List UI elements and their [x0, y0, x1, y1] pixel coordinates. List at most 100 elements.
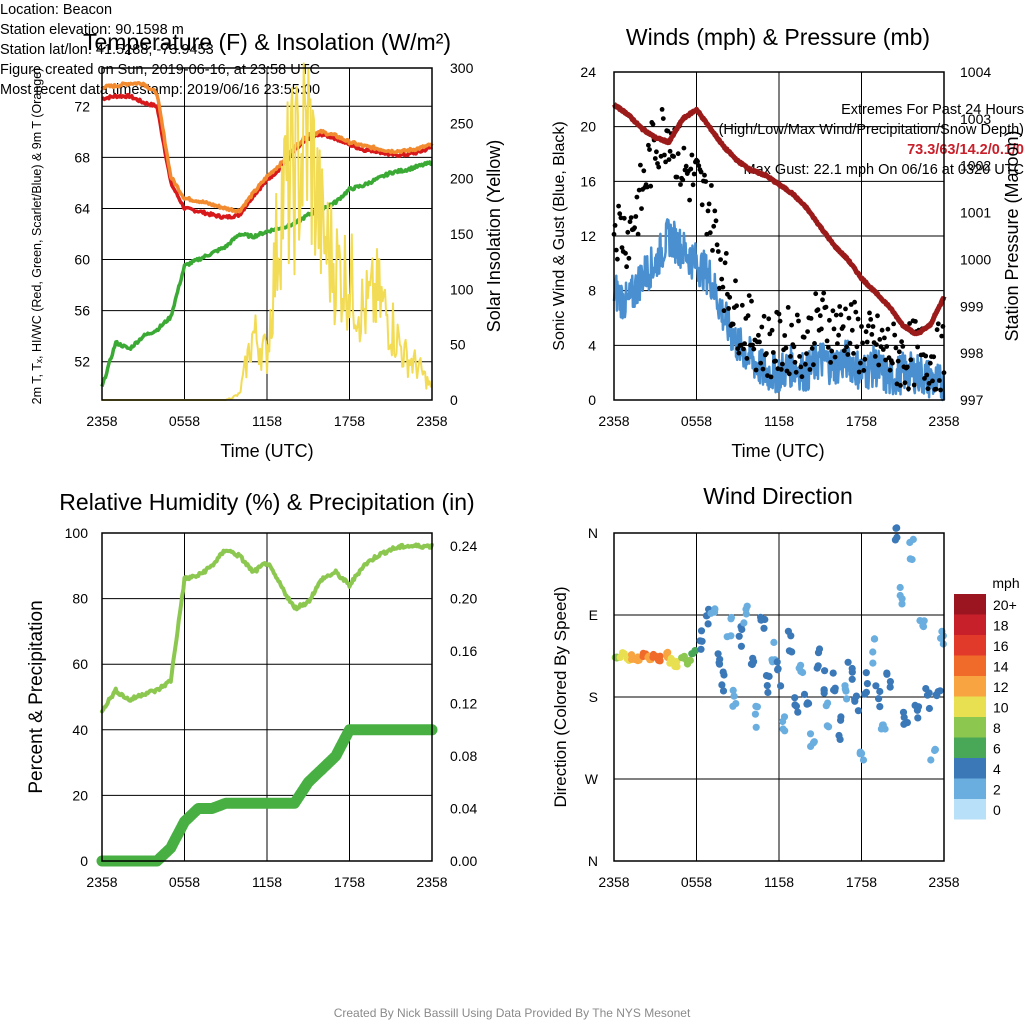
gust-point [859, 324, 864, 329]
direction-point [908, 555, 916, 564]
direction-point [774, 665, 782, 673]
gust-point [793, 369, 799, 375]
direction-point [842, 687, 850, 695]
direction-point [714, 650, 722, 658]
direction-point [903, 719, 912, 727]
gust-point [819, 326, 824, 332]
gust-point [837, 304, 843, 309]
humidity-ytick-right: 0.20 [450, 591, 477, 607]
direction-point [711, 606, 719, 614]
winds-ytick-left: 16 [580, 173, 596, 189]
winds-title: Winds (mph) & Pressure (mb) [626, 24, 930, 50]
direction-point [686, 656, 695, 665]
gust-point [935, 321, 941, 327]
temperature-series-td [100, 160, 433, 387]
humidity-ytick-right: 0.16 [450, 643, 477, 659]
gust-point [625, 229, 631, 235]
gust-point [727, 294, 733, 300]
gust-point [690, 182, 696, 188]
legend-label: 4 [993, 761, 1001, 777]
gust-point [671, 154, 676, 159]
direction-point [914, 714, 922, 722]
gust-point [874, 342, 879, 347]
gust-point [710, 248, 715, 253]
gust-point [706, 201, 712, 207]
direction-xtick-label: 1758 [846, 874, 877, 890]
gust-point [736, 350, 742, 356]
gust-point [746, 293, 752, 298]
gust-point [785, 305, 791, 310]
gust-point [634, 194, 640, 200]
direction-point [869, 648, 877, 656]
humidity-frame [101, 532, 433, 862]
gust-point [797, 354, 802, 359]
direction-point [792, 702, 801, 710]
legend-label: 6 [993, 741, 1001, 757]
gust-point [922, 376, 927, 381]
gust-point [804, 351, 809, 356]
gust-point [659, 107, 665, 112]
direction-xtick-label: 2358 [598, 874, 629, 890]
gust-point [675, 151, 681, 157]
temperature-right-ylabel: Solar Insolation (Yellow) [484, 140, 504, 332]
temperature-ytick-right: 50 [450, 337, 466, 353]
direction-point [764, 688, 772, 697]
direction-xtick-label: 2358 [928, 874, 959, 890]
gust-point [840, 324, 846, 329]
winds-ytick-right: 997 [960, 392, 984, 408]
direction-point [913, 706, 922, 714]
winds-ytick-right: 1001 [960, 205, 991, 221]
legend-swatch [954, 737, 986, 758]
gust-point [841, 348, 847, 354]
gust-point [893, 345, 899, 351]
direction-point [859, 756, 868, 764]
gust-point [770, 350, 776, 355]
gust-point [678, 182, 683, 187]
gust-point [703, 179, 709, 184]
humidity-ytick-left: 60 [72, 656, 88, 672]
humidity-series-relative-humidity [100, 542, 434, 714]
gust-point [758, 360, 764, 366]
gust-point [619, 245, 625, 251]
gust-point [825, 345, 831, 350]
direction-point [836, 735, 844, 744]
gust-point [719, 276, 725, 282]
gust-point [722, 260, 728, 266]
winds-series-sonic-wind [612, 218, 946, 402]
timestamp-text: Most recent data timestamp: 2019/06/16 2… [0, 82, 321, 98]
gust-point [883, 357, 888, 363]
gust-point [863, 329, 869, 335]
direction-point [848, 664, 856, 673]
direction-point [730, 692, 738, 700]
created-text: Figure created on Sun, 2019-06-16, at 23… [0, 62, 320, 78]
temperature-series-9m-t [100, 81, 434, 214]
gust-point [638, 162, 643, 168]
humidity-ytick-right: 0.08 [450, 748, 477, 764]
winds-ytick-right: 999 [960, 298, 984, 314]
gust-point [709, 183, 714, 188]
gust-point [926, 381, 932, 386]
gust-point [639, 206, 644, 212]
gust-point [852, 299, 857, 305]
gust-point [872, 354, 878, 359]
location-text: Location: Beacon [0, 2, 113, 18]
direction-point [800, 690, 809, 699]
gust-point [652, 156, 658, 161]
gust-point [742, 341, 747, 346]
gust-point [848, 302, 854, 307]
direction-point [843, 695, 851, 703]
direction-point [937, 634, 945, 642]
direction-point [814, 649, 823, 657]
direction-point [799, 668, 807, 677]
gust-point [925, 386, 931, 392]
humidity-ytick-left: 80 [72, 591, 88, 607]
gust-point [811, 362, 816, 368]
gust-point [939, 333, 945, 339]
direction-point [906, 538, 914, 547]
gust-point [749, 298, 754, 304]
legend-label: 0 [993, 802, 1001, 818]
gust-point [663, 159, 668, 165]
direction-ytick-label: N [588, 853, 598, 869]
direction-point [634, 653, 642, 661]
gust-point [681, 145, 687, 151]
